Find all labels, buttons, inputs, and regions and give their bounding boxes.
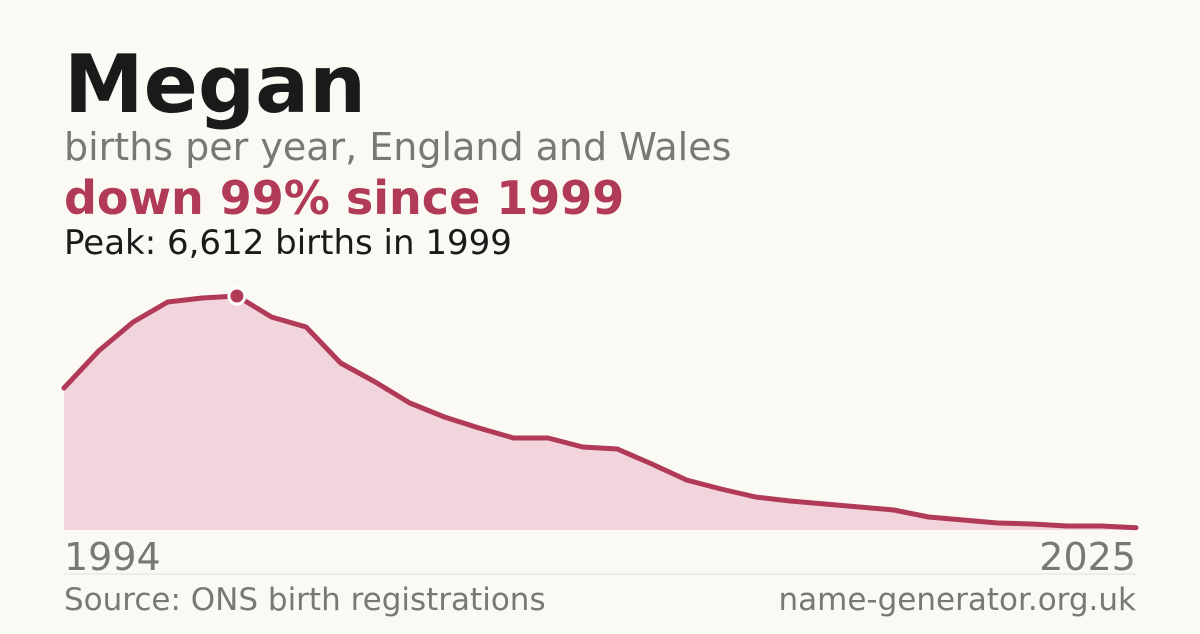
source: Source: ONS birth registrations — [64, 582, 546, 618]
peak-note: Peak: 6,612 births in 1999 — [64, 223, 512, 263]
headline: down 99% since 1999 — [64, 171, 624, 225]
x-tick-label: 1994 — [64, 535, 161, 579]
chart-title: Megan — [64, 38, 366, 131]
site: name-generator.org.uk — [779, 582, 1137, 618]
chart-subtitle: births per year, England and Wales — [64, 125, 731, 169]
peak-marker — [227, 286, 247, 306]
x-tick-label: 2025 — [1039, 535, 1136, 579]
